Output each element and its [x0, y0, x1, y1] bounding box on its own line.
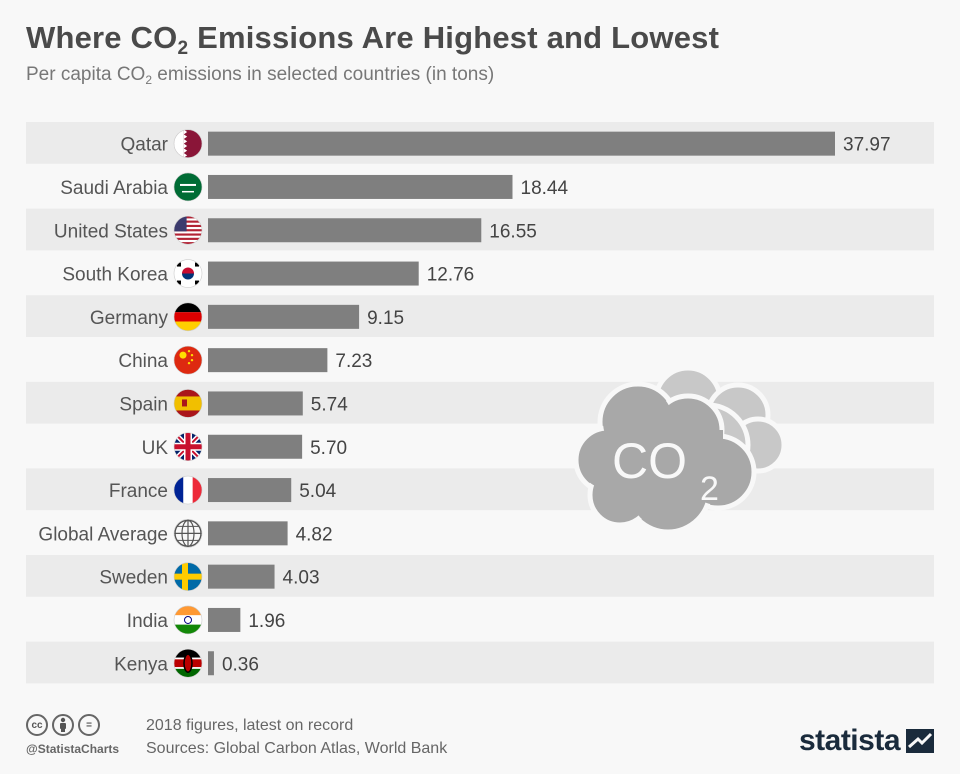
footer-notes: 2018 figures, latest on record Sources: …	[146, 714, 447, 760]
co2-cloud-icon: CO 2	[573, 365, 787, 535]
value-label: 37.97	[843, 135, 891, 156]
cc-icon: cc	[26, 714, 48, 736]
category-label: UK	[142, 438, 169, 459]
bar	[208, 434, 303, 459]
statista-logo-icon	[906, 729, 934, 753]
category-label: India	[127, 611, 169, 632]
kenya-flag-icon	[173, 648, 203, 678]
bar-row: India 1.96	[26, 598, 934, 641]
value-label: 9.15	[367, 308, 404, 329]
value-label: 7.23	[335, 351, 372, 372]
category-label: France	[109, 481, 168, 502]
by-icon	[52, 714, 74, 736]
bar	[208, 564, 275, 589]
bar-row: Spain 5.74	[26, 381, 934, 424]
category-label: Global Average	[38, 524, 168, 545]
nd-icon: =	[78, 714, 100, 736]
bar-row: Qatar 37.97	[26, 122, 934, 164]
footnote: 2018 figures, latest on record	[146, 717, 354, 734]
bar-row: Saudi Arabia 18.44	[26, 165, 934, 208]
chart-title: Where CO2 Emissions Are Highest and Lowe…	[26, 20, 720, 59]
bar-row: Sweden 4.03	[26, 555, 934, 597]
cloud-subscript: 2	[700, 470, 719, 508]
value-label: 4.82	[296, 524, 333, 545]
value-label: 5.70	[310, 438, 347, 459]
cloud-text: CO	[612, 433, 687, 489]
value-label: 0.36	[222, 654, 259, 675]
qatar-flag-icon	[173, 129, 203, 158]
bar	[208, 304, 360, 329]
category-label: South Korea	[62, 265, 168, 286]
bar-row: United States 16.55	[26, 208, 934, 251]
bar-row: Germany 9.15	[26, 295, 934, 337]
category-label: Saudi Arabia	[60, 178, 168, 199]
brand-name: statista	[798, 724, 901, 757]
bar-row: Global Average 4.82	[26, 511, 934, 554]
bar	[208, 348, 328, 373]
germany-flag-icon	[173, 302, 203, 332]
bar	[208, 131, 835, 156]
license-block: cc = @StatistaCharts	[26, 714, 119, 756]
statista-logo[interactable]: statista	[799, 724, 934, 758]
spain-flag-icon	[173, 389, 203, 418]
bar	[208, 261, 419, 286]
south-korea-flag-icon	[173, 259, 203, 288]
bar-row: Kenya 0.36	[26, 641, 934, 684]
bar	[208, 521, 288, 546]
bar-row: South Korea 12.76	[26, 251, 934, 294]
bar	[208, 174, 513, 199]
value-label: 5.74	[311, 394, 348, 415]
category-label: Spain	[119, 394, 168, 415]
sources: Sources: Global Carbon Atlas, World Bank	[146, 740, 448, 757]
value-label: 18.44	[521, 178, 569, 199]
bar	[208, 218, 482, 243]
bar	[208, 651, 214, 676]
value-label: 12.76	[427, 265, 475, 286]
france-flag-icon	[173, 475, 203, 505]
value-label: 1.96	[248, 611, 285, 632]
india-flag-icon	[173, 605, 203, 635]
sweden-flag-icon	[173, 562, 203, 591]
bar	[208, 391, 303, 416]
twitter-handle[interactable]: @StatistaCharts	[26, 742, 120, 756]
chart-subtitle: Per capita CO2 emissions in selected cou…	[26, 64, 495, 87]
category-label: Qatar	[120, 135, 168, 156]
uk-flag-icon	[173, 432, 203, 462]
value-label: 4.03	[283, 568, 320, 589]
bar	[208, 478, 292, 503]
saudi-arabia-flag-icon	[173, 172, 203, 202]
category-label: Germany	[90, 308, 169, 329]
category-label: Sweden	[99, 568, 168, 589]
united-states-flag-icon	[173, 215, 203, 245]
value-label: 16.55	[489, 221, 537, 242]
globe-icon	[173, 519, 203, 548]
value-label: 5.04	[299, 481, 336, 502]
bar	[208, 607, 241, 632]
bar-row: France 5.04	[26, 468, 934, 511]
category-label: China	[118, 351, 168, 372]
category-label: United States	[54, 221, 168, 242]
china-flag-icon	[173, 345, 203, 375]
category-label: Kenya	[114, 654, 168, 675]
bar-row: China 7.23	[26, 338, 934, 381]
